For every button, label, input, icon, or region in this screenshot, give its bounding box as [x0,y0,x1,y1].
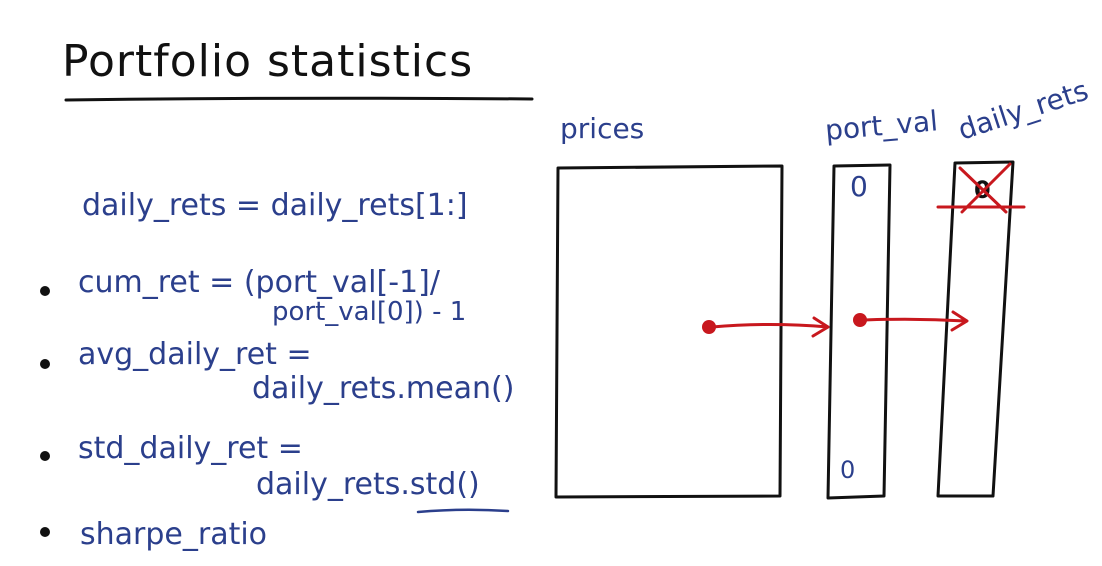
daily-rets-label: daily_rets [954,74,1092,147]
arrow-prices-to-port-val [710,316,830,338]
avg-daily-ret-line2: daily_rets.mean() [252,371,514,406]
std-daily-ret-line2: daily_rets.std() [256,467,480,502]
arrow-origin-dot-port-val [853,313,867,327]
arrow-origin-dot-prices [702,320,716,334]
prices-label: prices [560,112,644,145]
prices-box [554,164,784,499]
port-val-bottom-value: 0 [840,456,855,484]
std-daily-ret-line1: std_daily_ret = [78,431,303,466]
title-underline [64,96,534,102]
cum-ret-line1: cum_ret = (port_val[-1]/ [78,265,441,300]
sharpe-ratio-label: sharpe_ratio [80,517,267,552]
cum-ret-line2: port_val[0]) - 1 [272,297,466,327]
daily-rets-statement: daily_rets = daily_rets[1:] [82,188,468,223]
port-val-label: port_val [824,104,939,147]
port-val-column [826,163,892,500]
avg-daily-ret-line1: avg_daily_ret = [78,337,312,372]
daily-rets-column [936,160,1015,498]
page-title: Portfolio statistics [62,36,473,87]
arrow-port-val-to-daily-rets [862,310,969,332]
port-val-top-value: 0 [850,170,868,203]
bullet-avg-daily-ret [40,359,50,369]
bullet-sharpe-ratio [40,527,50,537]
bullet-std-daily-ret [40,451,50,461]
std-underline [416,508,510,514]
bullet-cum-ret [40,286,50,296]
cross-out-mark [936,162,1026,214]
